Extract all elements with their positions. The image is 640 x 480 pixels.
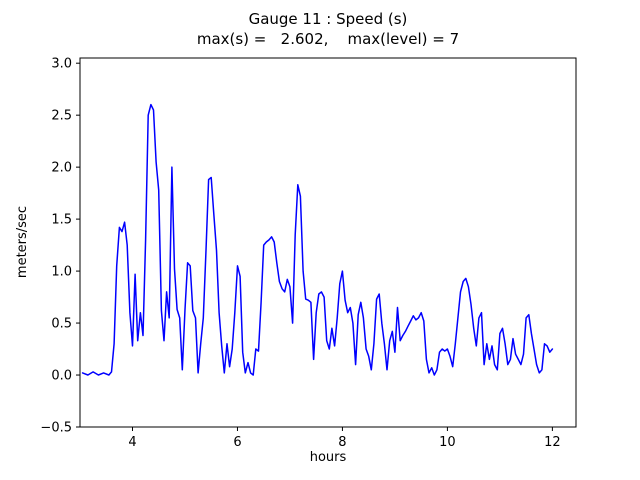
- y-tick-label: 1.0: [51, 265, 72, 280]
- x-tick-label: 8: [338, 435, 346, 450]
- y-tick-label: 2.5: [51, 109, 72, 124]
- y-axis-label: meters/sec: [15, 206, 30, 278]
- y-tick-label: 2.0: [51, 161, 72, 176]
- y-tick-label: 1.5: [51, 213, 72, 228]
- x-tick-label: 6: [233, 435, 241, 450]
- chart-subtitle: max(s) = 2.602, max(level) = 7: [197, 30, 459, 48]
- y-tick-label: 0.5: [51, 317, 72, 332]
- x-tick-label: 12: [544, 435, 561, 450]
- plot-border: [79, 57, 577, 428]
- x-axis-label: hours: [310, 450, 347, 465]
- y-tick-label: 3.0: [51, 57, 72, 72]
- y-tick-label: 0.0: [51, 369, 72, 384]
- speed-series-line: [81, 103, 554, 376]
- generated-chart-content: 4 6 8 10 12 −0.5 0.0 0.5 1.0 1.5 2.0 2.5 3.0: [40, 57, 560, 450]
- chart-title: Gauge 11 : Speed (s): [249, 10, 408, 28]
- y-tick-label: −0.5: [40, 421, 72, 436]
- x-tick-label: 4: [128, 435, 136, 450]
- x-tick-label: 10: [439, 435, 456, 450]
